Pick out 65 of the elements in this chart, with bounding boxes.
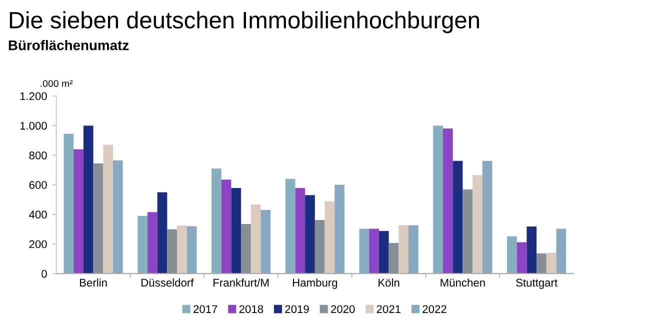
x-tick-label: Düsseldorf: [142, 278, 194, 287]
bar: [526, 226, 537, 274]
bar: [295, 188, 306, 274]
x-tick-label: Berlin: [80, 278, 107, 287]
bar: [398, 225, 409, 274]
bar: [536, 253, 546, 274]
bar: [334, 184, 344, 274]
y-tick-label: 600: [29, 181, 47, 189]
bar: [324, 201, 335, 274]
bar: [93, 163, 104, 274]
bar: [167, 229, 178, 274]
y-axis-title: .000 m²: [40, 80, 73, 87]
x-tick-label: München: [440, 278, 485, 287]
bar: [112, 160, 123, 274]
legend-label: 2022: [422, 305, 446, 314]
bar: [369, 228, 379, 274]
x-tick-label: Stuttgart: [516, 278, 558, 289]
bar: [74, 149, 84, 274]
bar: [177, 226, 187, 274]
bar: [472, 175, 482, 274]
bar: [388, 242, 399, 274]
x-tick-label: Frankfurt/M: [214, 278, 269, 287]
bar: [442, 128, 453, 274]
bar: [556, 228, 566, 274]
bar: [462, 189, 473, 274]
bar: [285, 178, 296, 274]
bar: [260, 210, 271, 274]
legend-label: 2019: [285, 305, 309, 314]
chart-title: Die sieben deutschen Immobilienhochburgen: [10, 11, 479, 34]
bar: [157, 192, 168, 274]
y-tick-label: 1.200: [20, 92, 47, 100]
bar: [546, 252, 556, 274]
legend-label: 2017: [194, 305, 218, 314]
x-tick-label: Hamburg: [292, 278, 338, 289]
legend-label: 2018: [239, 305, 264, 314]
bar: [305, 195, 315, 274]
bar: [64, 134, 74, 274]
bar: [103, 144, 113, 274]
bar: [433, 126, 443, 274]
chart-subtitle: Büroflächenumatz: [8, 40, 129, 50]
bar: [250, 204, 261, 274]
bar: [221, 180, 232, 274]
y-tick-label: 400: [29, 210, 47, 219]
bar: [83, 126, 94, 274]
bar: [507, 236, 517, 274]
bar: [482, 160, 492, 274]
bar: [516, 242, 527, 274]
legend-label: 2021: [376, 305, 400, 314]
bar: [241, 224, 251, 274]
legend-label: 2020: [331, 305, 355, 314]
bar: [138, 216, 148, 274]
bar: [147, 212, 158, 274]
y-tick-label: 200: [29, 240, 47, 248]
bar: [231, 188, 242, 274]
bar: [314, 220, 325, 274]
x-tick-label: Köln: [378, 278, 400, 287]
y-tick-label: 800: [29, 151, 47, 160]
bar: [211, 168, 222, 274]
y-tick-label: 1.000: [20, 122, 47, 130]
y-tick-label: 0: [42, 270, 47, 278]
bar: [359, 228, 370, 274]
bar: [378, 230, 389, 274]
bar: [452, 160, 463, 274]
bar: [186, 226, 197, 274]
bar: [408, 225, 418, 274]
